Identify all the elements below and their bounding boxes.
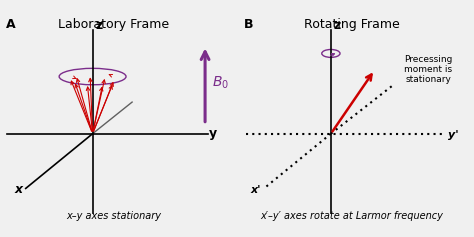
Text: A: A [6, 18, 16, 32]
Text: Laboratory Frame: Laboratory Frame [58, 18, 169, 32]
Text: Precessing
moment is
stationary: Precessing moment is stationary [404, 55, 452, 84]
Text: x: x [15, 183, 23, 196]
Text: $B_0$: $B_0$ [212, 74, 229, 91]
Text: x′–y′ axes rotate at Larmor frequency: x′–y′ axes rotate at Larmor frequency [261, 211, 444, 221]
Text: z: z [334, 19, 341, 32]
Text: B: B [244, 18, 254, 32]
Text: x–y axes stationary: x–y axes stationary [66, 211, 161, 221]
Text: y': y' [447, 130, 458, 140]
Text: y: y [210, 127, 218, 140]
Text: Rotating Frame: Rotating Frame [304, 18, 400, 32]
Text: x': x' [251, 185, 261, 195]
Text: z: z [96, 19, 103, 32]
